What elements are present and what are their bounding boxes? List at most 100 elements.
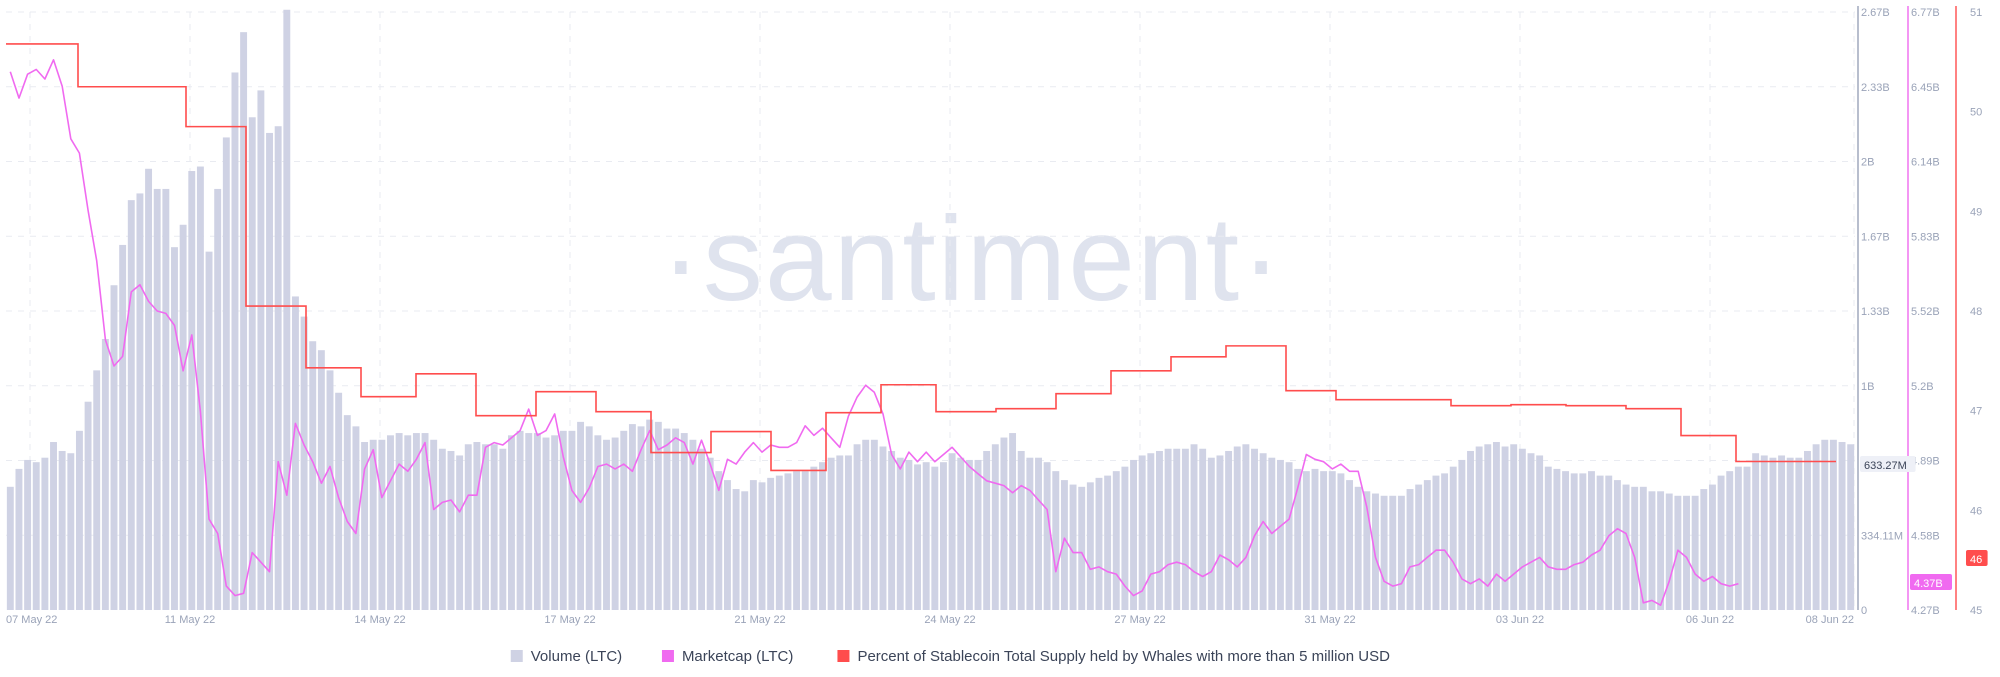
whales-tick-label: 46	[1970, 505, 1982, 517]
volume-bar	[844, 455, 852, 610]
volume-bars[interactable]	[6, 9, 1855, 611]
volume-bar	[75, 430, 83, 610]
volume-bar	[706, 457, 714, 610]
volume-bar	[1225, 450, 1233, 610]
volume-bar	[810, 466, 818, 610]
volume-bar	[1527, 453, 1535, 610]
volume-bar	[507, 435, 515, 610]
volume-bar	[559, 430, 567, 610]
volume-bar	[741, 491, 749, 610]
volume-bar	[404, 435, 412, 610]
volume-bar	[291, 296, 299, 610]
volume-bar	[922, 462, 930, 610]
volume-bar	[67, 453, 75, 610]
volume-bar	[1847, 444, 1855, 610]
volume-bar	[482, 444, 489, 610]
volume-bar	[1320, 471, 1328, 610]
volume-bar	[1786, 457, 1794, 610]
volume-bar	[680, 433, 688, 610]
marketcap-tick-label: 5.83B	[1911, 231, 1940, 243]
volume-bar	[222, 137, 230, 610]
volume-bar	[50, 442, 57, 610]
volume-bar	[1510, 444, 1518, 610]
volume-bar	[490, 444, 498, 610]
volume-bar	[1804, 450, 1811, 610]
whales-current-badge: 46	[1970, 554, 1982, 566]
x-axis: 07 May 22 11 May 22 14 May 22 17 May 22 21 M…	[6, 614, 1854, 626]
volume-bar	[188, 171, 196, 610]
volume-bar	[1639, 486, 1647, 610]
volume-bar	[1458, 459, 1466, 610]
volume-bar	[637, 426, 645, 610]
series-lines[interactable]	[6, 43, 1836, 607]
marketcap-tick-label: 4.58B	[1911, 530, 1940, 542]
x-tick-label: 31 May 22	[1304, 614, 1355, 626]
volume-bar	[862, 439, 870, 610]
volume-bar	[940, 462, 947, 610]
volume-bar	[1570, 473, 1578, 610]
volume-bar	[879, 446, 887, 610]
volume-tick-label: 1.33B	[1861, 306, 1890, 318]
volume-bar	[283, 9, 291, 610]
volume-bar	[1683, 495, 1690, 610]
volume-bar	[1726, 471, 1734, 610]
volume-bar	[412, 433, 420, 610]
volume-bar	[1397, 495, 1405, 610]
x-tick-label: 03 Jun 22	[1496, 614, 1544, 626]
whales-tick-label: 49	[1970, 206, 1982, 218]
marketcap-current-badge-bg	[1910, 574, 1952, 590]
volume-bar	[1337, 473, 1345, 610]
volume-bar	[793, 471, 801, 610]
volume-bar	[784, 473, 792, 610]
volume-bar	[214, 188, 222, 610]
volume-bar	[991, 444, 999, 610]
volume-bar	[1613, 480, 1621, 610]
volume-bar	[1441, 473, 1449, 610]
volume-bar	[266, 132, 273, 610]
chart-axes: 0334.11M668.23M1B1.33B1.67B2B2.33B2.67B4…	[1857, 6, 1988, 617]
volume-bar	[1544, 466, 1552, 610]
volume-bar	[1536, 455, 1544, 610]
volume-bar	[1778, 455, 1786, 610]
volume-bar	[309, 341, 317, 610]
volume-bar	[1700, 489, 1708, 610]
volume-bar	[1812, 444, 1820, 610]
volume-bar	[41, 457, 49, 610]
chart-legend[interactable]: Volume (LTC) Marketcap (LTC) Percent of St…	[510, 648, 1390, 665]
volume-bar	[196, 166, 204, 611]
volume-bar	[1173, 448, 1181, 610]
volume-bar	[326, 370, 334, 610]
volume-bar	[335, 392, 343, 610]
volume-bar	[1095, 477, 1103, 610]
volume-bar	[1562, 471, 1570, 610]
volume-bar	[1276, 459, 1284, 610]
volume-bar	[231, 72, 239, 610]
volume-bar	[240, 32, 248, 611]
volume-bar	[1216, 455, 1224, 610]
volume-bar	[819, 462, 826, 610]
volume-bar	[464, 444, 472, 610]
x-tick-label: 11 May 22	[165, 614, 216, 626]
volume-bar	[853, 444, 861, 610]
chart-grid	[6, 11, 1855, 610]
volume-bar	[1112, 471, 1120, 610]
volume-bar	[15, 468, 23, 610]
volume-bar	[698, 448, 705, 610]
volume-bar	[1026, 457, 1034, 610]
volume-bar	[749, 480, 757, 610]
volume-bar	[1000, 437, 1008, 610]
volume-bar	[1164, 448, 1172, 610]
volume-bar	[827, 457, 835, 610]
volume-bar	[1302, 471, 1310, 610]
x-tick-label: 21 May 22	[734, 614, 785, 626]
volume-bar	[1631, 486, 1639, 610]
volume-bar	[101, 338, 109, 610]
volume-bar	[300, 316, 308, 610]
volume-bar	[646, 419, 654, 610]
legend-swatch	[661, 650, 674, 662]
volume-bar	[1432, 475, 1440, 610]
volume-bar	[1043, 462, 1051, 610]
volume-bar	[1207, 457, 1215, 610]
volume-bar	[957, 457, 965, 610]
